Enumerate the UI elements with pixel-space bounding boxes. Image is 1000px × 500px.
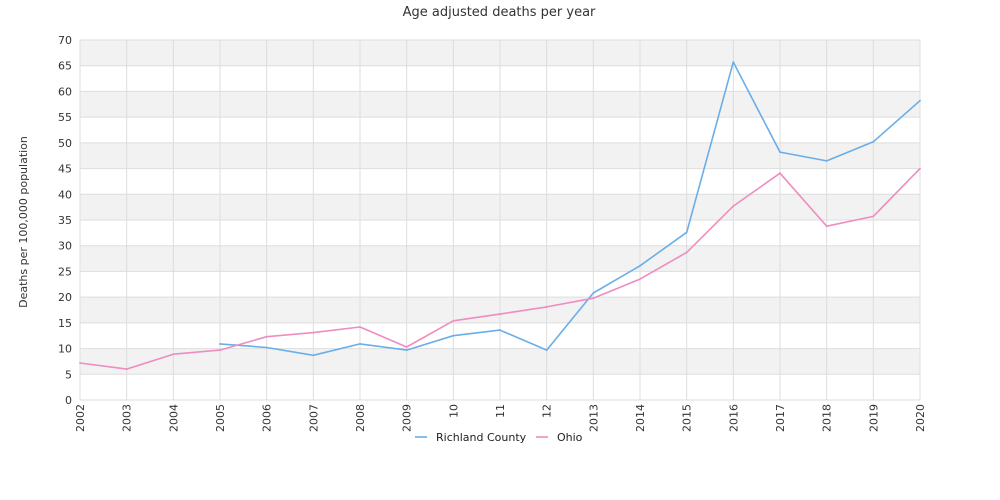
x-tick-label: 2019	[867, 404, 880, 432]
data-point	[219, 349, 221, 352]
data-point	[172, 353, 175, 356]
x-tick-label: 2003	[121, 404, 134, 432]
data-point	[405, 346, 408, 348]
data-point	[452, 319, 455, 322]
x-tick-label: 2009	[401, 404, 414, 432]
x-tick-label: 11	[494, 404, 507, 418]
x-tick-label: 2005	[214, 404, 227, 432]
x-tick-label: 2004	[167, 404, 180, 432]
x-tick-label: 2018	[821, 404, 834, 432]
data-point	[872, 140, 875, 143]
x-tick-label: 2006	[261, 404, 274, 432]
y-tick-label: 60	[58, 85, 72, 98]
y-tick-label: 10	[58, 343, 72, 356]
data-point	[639, 278, 641, 281]
data-point	[732, 61, 735, 64]
x-tick-label: 12	[541, 404, 554, 418]
y-axis-ticks: 0 5 10 15 20 25 30 35 40 45 50 55 60 65 70	[58, 34, 72, 407]
y-tick-label: 15	[58, 317, 72, 330]
legend: Richland County Ohio	[415, 431, 583, 444]
data-point	[452, 334, 455, 337]
x-tick-label: 2016	[727, 404, 740, 432]
data-point	[732, 205, 735, 208]
data-point	[125, 368, 128, 371]
series-line-richland-county	[219, 61, 921, 357]
series-lines	[79, 61, 921, 371]
y-tick-label: 45	[58, 163, 72, 176]
y-tick-label: 25	[58, 265, 72, 278]
x-tick-label: 2020	[914, 404, 927, 432]
data-point	[825, 159, 828, 162]
data-point	[499, 313, 501, 316]
y-axis-title: Deaths per 100,000 population	[17, 136, 30, 308]
y-tick-label: 35	[58, 214, 72, 227]
data-point	[919, 99, 921, 102]
x-tick-label: 2013	[587, 404, 600, 432]
legend-item: Ohio	[536, 431, 583, 444]
data-point	[919, 167, 921, 170]
y-tick-label: 40	[58, 188, 72, 201]
data-point	[545, 306, 548, 308]
data-point	[79, 362, 81, 364]
x-tick-label: 2014	[634, 404, 647, 432]
x-tick-label: 2007	[307, 404, 320, 432]
legend-label: Ohio	[557, 431, 583, 444]
data-point	[265, 335, 268, 338]
y-tick-label: 0	[65, 394, 72, 407]
data-point	[312, 331, 315, 334]
y-tick-label: 30	[58, 240, 72, 253]
x-tick-label: 2015	[681, 404, 694, 432]
data-point	[405, 349, 408, 352]
data-point	[499, 329, 501, 331]
y-tick-label: 70	[58, 34, 72, 47]
data-point	[312, 354, 315, 357]
data-point	[592, 297, 595, 300]
legend-label: Richland County	[436, 431, 527, 444]
legend-item: Richland County	[415, 431, 527, 444]
data-point	[779, 172, 781, 175]
y-tick-label: 50	[58, 137, 72, 150]
y-tick-label: 20	[58, 291, 72, 304]
x-tick-label: 2017	[774, 404, 787, 432]
y-tick-label: 55	[58, 111, 72, 124]
chart-title: Age adjusted deaths per year	[403, 5, 596, 20]
gridlines	[79, 39, 921, 401]
data-point	[779, 151, 781, 154]
data-point	[219, 343, 221, 345]
y-tick-label: 65	[58, 60, 72, 73]
data-point	[545, 349, 548, 352]
data-point	[639, 264, 641, 267]
data-point	[359, 343, 361, 345]
data-point	[685, 251, 688, 254]
x-axis-ticks: 2002 2003 2004 2005 2006 2007 2008 2009 10 11 12 20…	[74, 404, 927, 432]
data-point	[592, 292, 595, 294]
data-point	[265, 346, 268, 349]
data-point	[825, 225, 828, 228]
x-tick-label: 2008	[354, 404, 367, 432]
x-tick-label: 10	[447, 404, 460, 418]
data-point	[359, 326, 361, 328]
x-tick-label: 2002	[74, 404, 87, 432]
y-tick-label: 5	[65, 368, 72, 381]
data-point	[872, 215, 875, 218]
data-point	[685, 231, 688, 234]
